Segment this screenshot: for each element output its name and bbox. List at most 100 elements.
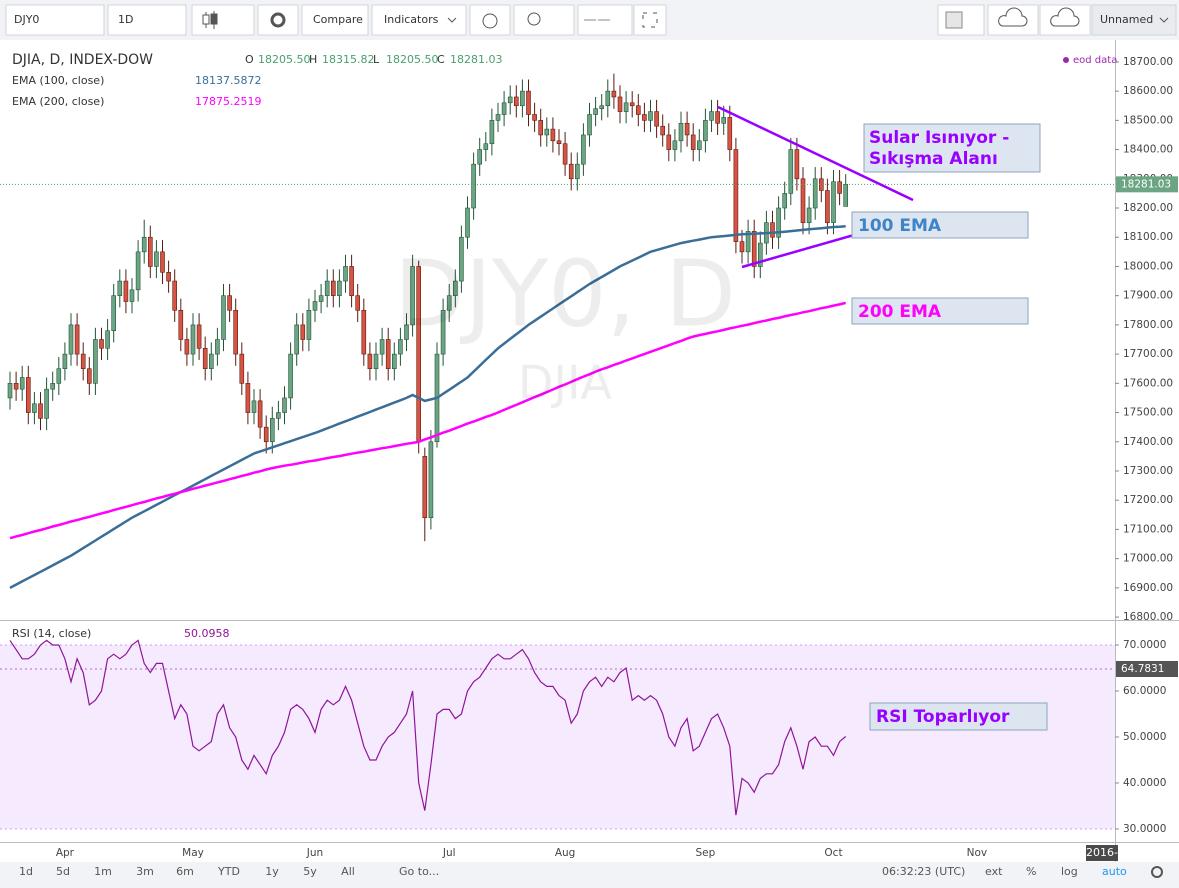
range-button[interactable]: YTD	[217, 865, 240, 878]
y-tick-label: 17100.00	[1123, 523, 1173, 535]
candle-body	[459, 236, 464, 282]
ohlc-value: 18281.03	[450, 53, 503, 66]
y-tick-label: 18200.00	[1123, 202, 1173, 214]
load-box[interactable]	[987, 4, 1039, 36]
range-button[interactable]: 1m	[94, 865, 112, 878]
candle-body	[629, 102, 635, 107]
fullscreen-box[interactable]	[633, 4, 667, 36]
save-box[interactable]	[1039, 4, 1091, 36]
settings-box[interactable]	[257, 4, 299, 36]
toolbar: DJY0 1D Compare Indicators Unnamed	[0, 0, 1179, 40]
candle-body	[568, 163, 574, 180]
legend-value: 50.0958	[184, 627, 230, 640]
auto-toggle[interactable]: auto	[1102, 865, 1127, 878]
plot-layer	[0, 73, 1115, 830]
candle-body	[483, 143, 489, 150]
candle-body	[32, 403, 37, 413]
goto[interactable]: Go to...	[399, 865, 439, 878]
range-button[interactable]: 1d	[19, 865, 33, 878]
indicators[interactable]: Indicators	[384, 13, 439, 26]
candle-body	[550, 128, 556, 142]
compare-box[interactable]	[301, 4, 369, 36]
annotation: 200 EMA	[858, 302, 942, 322]
y-tick-label: 18400.00	[1123, 144, 1173, 156]
candle-body	[812, 178, 818, 209]
footer-bg	[0, 862, 1179, 888]
dropdown-arrow	[447, 17, 457, 23]
candle-body	[269, 418, 275, 443]
symbol-box[interactable]	[5, 4, 105, 36]
ext-toggle[interactable]: ext	[985, 865, 1003, 878]
candle-body	[446, 295, 452, 311]
range-button[interactable]: 1y	[265, 865, 279, 878]
candle-body	[562, 143, 568, 165]
candle-body	[361, 309, 367, 355]
chart-title: DJIA, D, INDEX-DOW	[12, 52, 153, 68]
log-toggle[interactable]: log	[1061, 865, 1078, 878]
candle-body	[544, 128, 550, 136]
x-tick-label: Nov	[967, 847, 988, 859]
layout-name[interactable]: Unnamed	[1100, 13, 1153, 26]
series-line	[9, 639, 847, 816]
candle-body	[410, 266, 415, 326]
legend-value: 17875.2519	[195, 95, 261, 108]
range-button[interactable]: 5y	[303, 865, 317, 878]
watermark: DJIA	[518, 356, 613, 410]
compare[interactable]: Compare	[313, 13, 363, 26]
alert-box[interactable]	[469, 4, 511, 36]
percent-toggle[interactable]: %	[1026, 865, 1036, 878]
candle-body	[843, 184, 849, 207]
candle-body	[251, 400, 257, 413]
candle-body	[733, 149, 739, 242]
candle-body	[355, 295, 361, 311]
candle-body	[111, 295, 116, 332]
y-tick-label: 18600.00	[1123, 85, 1173, 97]
range-button[interactable]: 3m	[136, 865, 154, 878]
chart-style-box[interactable]	[191, 4, 255, 36]
range-button[interactable]: All	[341, 865, 355, 878]
ohlc-value: 18205.50	[258, 53, 311, 66]
candle-body	[574, 163, 580, 180]
candle-body	[306, 309, 312, 340]
annotation-box	[851, 297, 1029, 325]
marker-label: 64.7831	[1121, 663, 1164, 675]
candle-body	[184, 339, 190, 355]
candle-body	[593, 108, 598, 115]
trend-line	[717, 105, 914, 202]
y-tick-label: 17800.00	[1123, 319, 1173, 331]
candle-body	[129, 289, 135, 302]
candle-body	[831, 181, 836, 223]
range-button[interactable]: 6m	[176, 865, 194, 878]
x-tick-label: Jul	[442, 847, 456, 859]
y-tick-label: 17000.00	[1123, 553, 1173, 565]
y-tick-label: 18500.00	[1123, 114, 1173, 126]
candle-body	[209, 353, 214, 370]
candle-body	[385, 339, 391, 370]
candle-body	[452, 280, 458, 296]
candle-body	[696, 140, 702, 150]
interval-box[interactable]	[107, 4, 187, 36]
rsi-band	[0, 644, 1115, 829]
interval[interactable]: 1D	[118, 13, 133, 26]
last-price-label: 18281.03	[1121, 178, 1171, 190]
watermark: DJY0, D	[394, 240, 736, 347]
candle-body	[678, 122, 684, 142]
candle-body	[324, 280, 330, 296]
candle-body	[105, 330, 110, 349]
candle-body	[721, 117, 727, 124]
candle-body	[245, 383, 251, 413]
settings-icon[interactable]	[1151, 866, 1163, 878]
candle-body	[148, 236, 153, 267]
candle-body	[745, 231, 751, 253]
candle-icon	[202, 11, 218, 29]
ideas-box[interactable]	[513, 4, 575, 36]
candle-body	[623, 102, 629, 112]
range-button[interactable]: 5d	[56, 865, 70, 878]
source-note: eod data	[1073, 55, 1117, 66]
candle-body	[68, 324, 74, 355]
y-tick-label: 17300.00	[1123, 465, 1173, 477]
symbol[interactable]: DJY0	[14, 13, 39, 26]
candle-body	[526, 90, 531, 115]
candle-body	[739, 241, 745, 253]
